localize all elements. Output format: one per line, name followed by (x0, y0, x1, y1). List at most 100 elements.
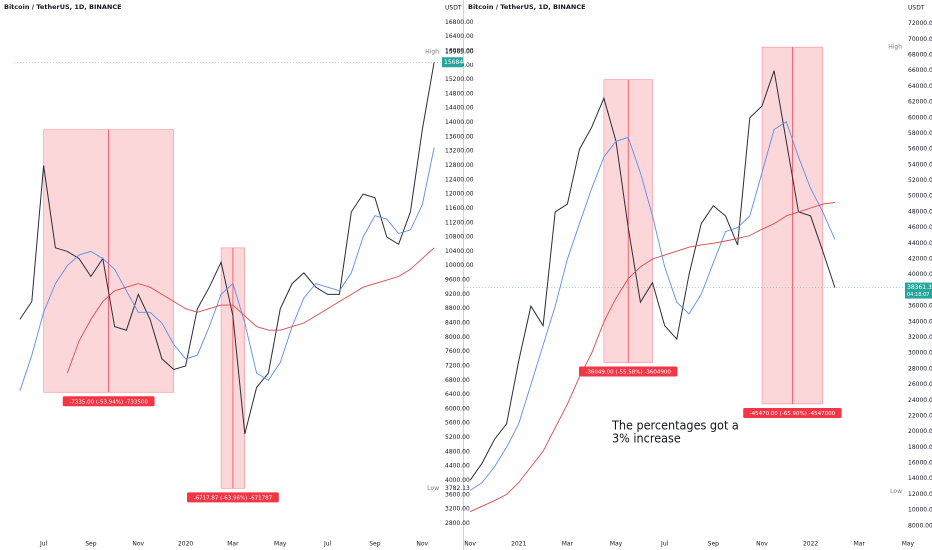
y-tick-label: 56000.00 (908, 146, 932, 153)
y-tick-label: 8400.00 (445, 320, 470, 327)
x-tick-label: 2021 (511, 541, 526, 548)
y-tick-label: 42000.00 (908, 256, 932, 263)
range-label: -6717.87 (-63.96%) -671787 (194, 495, 273, 501)
y-tick-label: 14000.00 (908, 475, 932, 482)
y-tick-label: 10800.00 (445, 234, 474, 241)
y-tick-label: 4400.00 (445, 463, 470, 470)
x-tick-label: Nov (132, 541, 144, 548)
y-tick-label: 8800.00 (445, 305, 470, 312)
y-tick-label: 36000.00 (908, 303, 932, 310)
y-tick-label: 14000.00 (445, 119, 474, 126)
y-tick-label: 14400.00 (445, 105, 474, 112)
y-tick-label: 9200.00 (445, 291, 470, 298)
y-tick-label: 30000.00 (908, 350, 932, 357)
y-tick-label: 3600.00 (445, 491, 470, 498)
y-tick-label: 46000.00 (908, 224, 932, 231)
y-tick-label: 20000.00 (908, 428, 932, 435)
low-label: Low (890, 488, 902, 495)
x-tick-label: 2020 (178, 541, 193, 548)
moving-average (469, 202, 835, 513)
x-tick-label: Jul (323, 541, 332, 548)
y-tick-label: 10000.00 (445, 262, 474, 269)
last-price: 38361.34 (907, 284, 932, 291)
y-tick-label: 58000.00 (908, 130, 932, 137)
y-tick-label: 11200.00 (445, 219, 474, 226)
x-tick-label: Jul (39, 541, 48, 548)
y-tick-label: 7200.00 (445, 362, 470, 369)
y-tick-label: 10400.00 (445, 248, 474, 255)
y-tick-label: 6800.00 (445, 377, 470, 384)
y-tick-label: 34000.00 (908, 318, 932, 325)
y-tick-label: 60000.00 (908, 114, 932, 121)
x-tick-label: Sep (85, 541, 97, 548)
range-label: -45470.00 (-65.90%) -4547000 (750, 411, 836, 417)
low-value: 3782.13 (445, 485, 470, 492)
range-label-bg (578, 366, 678, 377)
y-tick-label: 13200.00 (445, 148, 474, 155)
note: 3% increase (612, 431, 681, 446)
range-label-bg (62, 396, 155, 407)
x-tick-label: Nov (464, 541, 476, 548)
moving-average (469, 121, 836, 491)
y-tick-label: 16400.00 (445, 33, 474, 40)
price-line (469, 70, 836, 481)
y-tick-label: 16000.00 (908, 460, 932, 467)
y-tick-label: 52000.00 (908, 177, 932, 184)
x-tick-label: Nov (756, 541, 768, 548)
y-tick-label: 4800.00 (445, 448, 470, 455)
price-axis (905, 0, 932, 550)
range-label-bg (743, 407, 842, 418)
y-tick-label: 5200.00 (445, 434, 470, 441)
range-label: -7335.00 (-53.94%) -733500 (69, 399, 148, 405)
y-tick-label: 11600.00 (445, 205, 474, 212)
axis-currency: USDT (908, 5, 925, 12)
y-tick-label: 22000.00 (908, 412, 932, 419)
y-tick-label: 70000.00 (908, 36, 932, 43)
y-tick-label: 14800.00 (445, 90, 474, 97)
y-tick-label: 13600.00 (445, 133, 474, 140)
x-tick-label: Nov (416, 541, 428, 548)
y-tick-label: 26000.00 (908, 381, 932, 388)
y-tick-label: 8000.00 (445, 334, 470, 341)
y-tick-label: 6000.00 (445, 405, 470, 412)
y-tick-label: 5600.00 (445, 420, 470, 427)
y-tick-label: 12400.00 (445, 176, 474, 183)
y-tick-label: 10000.00 (908, 507, 932, 514)
y-tick-label: 7600.00 (445, 348, 470, 355)
chart-title: Bitcoin / TetherUS, 1D, BINANCE (468, 3, 586, 11)
y-tick-label: 18000.00 (908, 444, 932, 451)
y-tick-label: 72000.00 (908, 20, 932, 27)
y-tick-label: 8000.00 (908, 522, 932, 529)
y-tick-label: 68000.00 (908, 52, 932, 59)
y-tick-label: 62000.00 (908, 99, 932, 106)
high-label: High (425, 49, 439, 56)
x-tick-label: Sep (369, 541, 381, 548)
chart-title: Bitcoin / TetherUS, 1D, BINANCE (4, 3, 122, 11)
x-tick-label: Sep (708, 541, 720, 548)
x-tick-label: May (902, 541, 915, 548)
y-tick-label: 9600.00 (445, 277, 470, 284)
range-label-bg (187, 492, 279, 503)
y-tick-label: 48000.00 (908, 208, 932, 215)
x-tick-label: May (610, 541, 623, 548)
y-tick-label: 3200.00 (445, 506, 470, 513)
axis-currency: USDT (445, 5, 462, 12)
y-tick-label: 44000.00 (908, 240, 932, 247)
y-tick-label: 12000.00 (908, 491, 932, 498)
x-tick-label: 2022 (803, 541, 818, 548)
last-price: 15684.24 (444, 59, 473, 66)
x-tick-label: May (274, 541, 287, 548)
y-tick-label: 16000.00 (445, 47, 474, 54)
y-tick-label: 15200.00 (445, 76, 474, 83)
x-tick-label: Jul (660, 541, 669, 548)
price-axis (442, 0, 463, 550)
y-tick-label: 6400.00 (445, 391, 470, 398)
y-tick-label: 2800.00 (445, 520, 470, 527)
y-tick-label: 24000.00 (908, 397, 932, 404)
y-tick-label: 66000.00 (908, 67, 932, 74)
high-value: 15965.00 (445, 49, 474, 56)
countdown: 04:18:07 (907, 292, 929, 298)
y-tick-label: 12000.00 (445, 191, 474, 198)
